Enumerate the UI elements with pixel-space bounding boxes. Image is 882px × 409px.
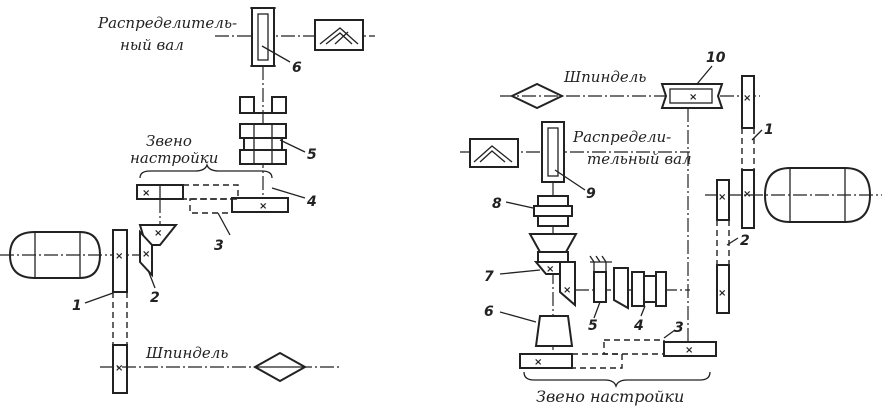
svg-text:×: × (718, 288, 726, 299)
left-cam-shaft-label-line2: ный вал (120, 36, 184, 54)
left-callout-2: 2 (150, 290, 160, 306)
svg-text:×: × (546, 264, 554, 275)
svg-text:×: × (142, 249, 150, 260)
right-callout-9: 9 (586, 186, 596, 202)
right-gear-4 (631, 271, 645, 307)
right-callout-2: 2 (740, 233, 750, 249)
svg-text:×: × (563, 285, 571, 296)
left-tuning-brace (139, 162, 273, 179)
left-worm-wheel-6 (251, 7, 275, 67)
left-tuning-label-line2: настройки (130, 149, 218, 167)
right-cam-shaft-label-line2: тельный вал (587, 150, 692, 168)
left-gear-5-top (239, 123, 287, 139)
right-callout-4: 4 (633, 318, 644, 334)
right-tuning-gear-right (663, 341, 717, 357)
right-spindle-label: Шпиндель (563, 68, 646, 86)
right-tuning-label: Звено настройки (536, 387, 684, 406)
right-clutch-5 (593, 271, 607, 303)
right-gear-2-upper (716, 179, 730, 221)
svg-text:×: × (142, 188, 150, 199)
right-gear-6 (534, 315, 574, 347)
svg-text:×: × (115, 251, 123, 262)
right-callout-10: 10 (706, 50, 726, 66)
svg-text:×: × (115, 363, 123, 374)
left-callout-3: 3 (214, 238, 224, 254)
left-gear-5-bottom (239, 149, 287, 165)
right-worm-wheel-10 (660, 83, 724, 109)
left-gear-1-lower (112, 344, 128, 394)
left-gear-1-upper (112, 229, 128, 293)
left-change-gear-3 (189, 198, 233, 214)
right-gear-8 (537, 195, 569, 207)
svg-text:×: × (743, 93, 751, 104)
right-callout-5: 5 (588, 318, 598, 334)
right-callout-3: 3 (674, 320, 684, 336)
right-gear-1-lower (741, 169, 755, 229)
svg-text:×: × (154, 228, 162, 239)
right-tuning-gear-left (519, 353, 573, 369)
left-callout-1: 1 (72, 298, 82, 314)
right-callout-8: 8 (492, 196, 502, 212)
right-cam-symbol (469, 138, 519, 168)
svg-text:×: × (689, 92, 697, 103)
right-change-gear-3 (603, 339, 665, 355)
left-callout-5: 5 (307, 147, 317, 163)
right-cam-shaft-label-line1: Распредели- (572, 128, 671, 146)
svg-text:×: × (534, 357, 542, 368)
left-callout-6: 6 (292, 60, 302, 76)
right-callout-1: 1 (764, 122, 774, 138)
right-gear-1-upper (741, 75, 755, 129)
right-callout-7: 7 (484, 269, 494, 285)
svg-text:×: × (259, 201, 267, 212)
left-spindle-label: Шпиндель (145, 344, 228, 362)
right-worm-wheel-9 (541, 121, 565, 183)
left-callout-4: 4 (306, 194, 317, 210)
left-cam-shaft-label-line1: Распределитель- (97, 14, 237, 32)
left-cam-symbol (314, 19, 364, 51)
left-gear-4 (231, 197, 289, 213)
svg-text:×: × (718, 192, 726, 203)
right-scheme: Шпиндель × 10 × × 1 × × 2 Распредели- те (460, 50, 882, 406)
svg-text:×: × (685, 345, 693, 356)
left-tuning-label-line1: Звено (146, 132, 192, 150)
svg-text:×: × (743, 189, 751, 200)
right-gear-2-lower (716, 264, 730, 314)
right-callout-6: 6 (484, 304, 494, 320)
right-tuning-brace (523, 371, 711, 389)
left-scheme: Распределитель- ный вал Звено настройки (0, 7, 375, 394)
